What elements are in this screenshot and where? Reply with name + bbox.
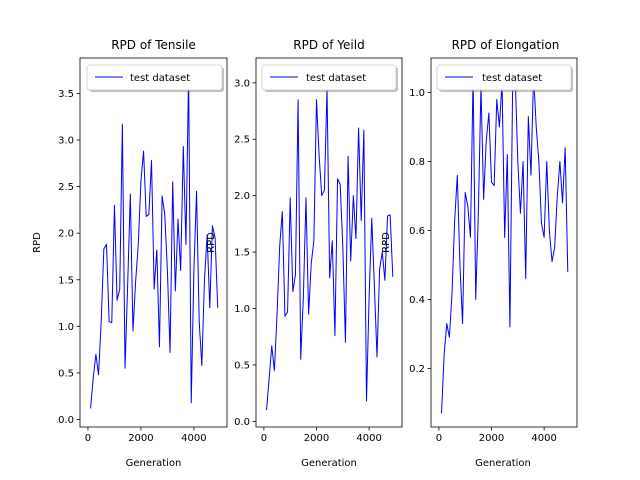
chart-title-yeild: RPD of Yeild xyxy=(293,38,364,52)
chart-title-tensile: RPD of Tensile xyxy=(111,38,196,52)
legend-box xyxy=(436,64,572,91)
x-ticks-elongation: 0 2000 4000 xyxy=(436,427,557,444)
legend-yeild: test dataset xyxy=(261,64,398,92)
plot-area-tensile xyxy=(90,72,219,409)
y-tick-label: 0.5 xyxy=(234,360,250,371)
y-tick-label: 0.0 xyxy=(234,417,250,428)
y-tick-label: 1.0 xyxy=(234,304,250,315)
x-ticks-tensile: 0 2000 4000 xyxy=(85,427,207,444)
legend-label-test-dataset: test dataset xyxy=(306,73,366,84)
x-tick-label: 4000 xyxy=(356,433,381,444)
y-tick-label: 0.8 xyxy=(409,157,425,168)
axes-frame-elongation xyxy=(430,57,578,428)
y-axis-label-yeild: RPD xyxy=(206,232,217,253)
y-tick-label: 1.0 xyxy=(58,322,74,333)
x-axis-label-yeild: Generation xyxy=(301,458,357,469)
x-tick-label: 0 xyxy=(85,433,91,444)
y-tick-label: 2.5 xyxy=(58,182,74,193)
y-tick-label: 2.0 xyxy=(234,191,250,202)
x-ticks-yeild: 0 2000 4000 xyxy=(261,427,382,444)
x-axis-label-elongation: Generation xyxy=(475,458,531,469)
y-tick-label: 3.5 xyxy=(58,89,74,100)
x-tick-label: 2000 xyxy=(304,433,329,444)
y-tick-label: 1.5 xyxy=(234,248,250,259)
x-tick-label: 2000 xyxy=(128,433,153,444)
legend-box xyxy=(261,64,397,91)
x-tick-label: 4000 xyxy=(181,433,206,444)
legend-label-test-dataset: test dataset xyxy=(482,73,542,84)
x-tick-label: 0 xyxy=(261,433,267,444)
y-tick-label: 1.5 xyxy=(58,275,74,286)
legend-tensile: test dataset xyxy=(86,64,224,92)
series-line-yeild xyxy=(266,87,394,411)
plot-area-elongation xyxy=(441,74,569,414)
axes-frame-tensile xyxy=(79,57,228,428)
y-ticks-yeild: 0.0 0.5 1.0 1.5 2.0 2.5 3.0 xyxy=(234,78,256,428)
y-ticks-tensile: 0.0 0.5 1.0 1.5 2.0 2.5 3.0 3.5 xyxy=(58,89,80,426)
series-line-elongation xyxy=(441,74,569,414)
y-ticks-elongation: 0.2 0.4 0.6 0.8 1.0 xyxy=(409,88,431,375)
legend-elongation: test dataset xyxy=(436,64,573,92)
x-tick-label: 0 xyxy=(436,433,442,444)
y-axis-label-elongation: RPD xyxy=(381,232,392,253)
y-tick-label: 0.0 xyxy=(58,415,74,426)
y-tick-label: 0.6 xyxy=(409,226,425,237)
legend-label-test-dataset: test dataset xyxy=(130,73,190,84)
y-tick-label: 2.0 xyxy=(58,229,74,240)
y-tick-label: 0.4 xyxy=(409,295,425,306)
plot-area-yeild xyxy=(266,87,394,411)
x-tick-label: 4000 xyxy=(531,433,556,444)
series-line-tensile xyxy=(90,72,219,409)
axes-frame-yeild xyxy=(255,57,403,428)
y-tick-label: 1.0 xyxy=(409,88,425,99)
x-tick-label: 2000 xyxy=(479,433,504,444)
y-tick-label: 0.2 xyxy=(409,364,425,375)
panel-yeild: RPD of Yeild Generation RPD 0 2000 4000 0.… xyxy=(206,38,403,469)
chart-title-elongation: RPD of Elongation xyxy=(452,38,560,52)
y-tick-label: 0.5 xyxy=(58,368,74,379)
panel-tensile: RPD of Tensile Generation RPD 0 2000 4000 … xyxy=(32,38,228,469)
panel-elongation: RPD of Elongation Generation RPD 0 2000 40… xyxy=(381,38,578,469)
y-tick-label: 3.0 xyxy=(234,78,250,89)
y-tick-label: 2.5 xyxy=(234,135,250,146)
x-axis-label-tensile: Generation xyxy=(126,458,182,469)
y-axis-label-tensile: RPD xyxy=(32,232,43,253)
legend-box xyxy=(86,64,223,91)
y-tick-label: 3.0 xyxy=(58,136,74,147)
